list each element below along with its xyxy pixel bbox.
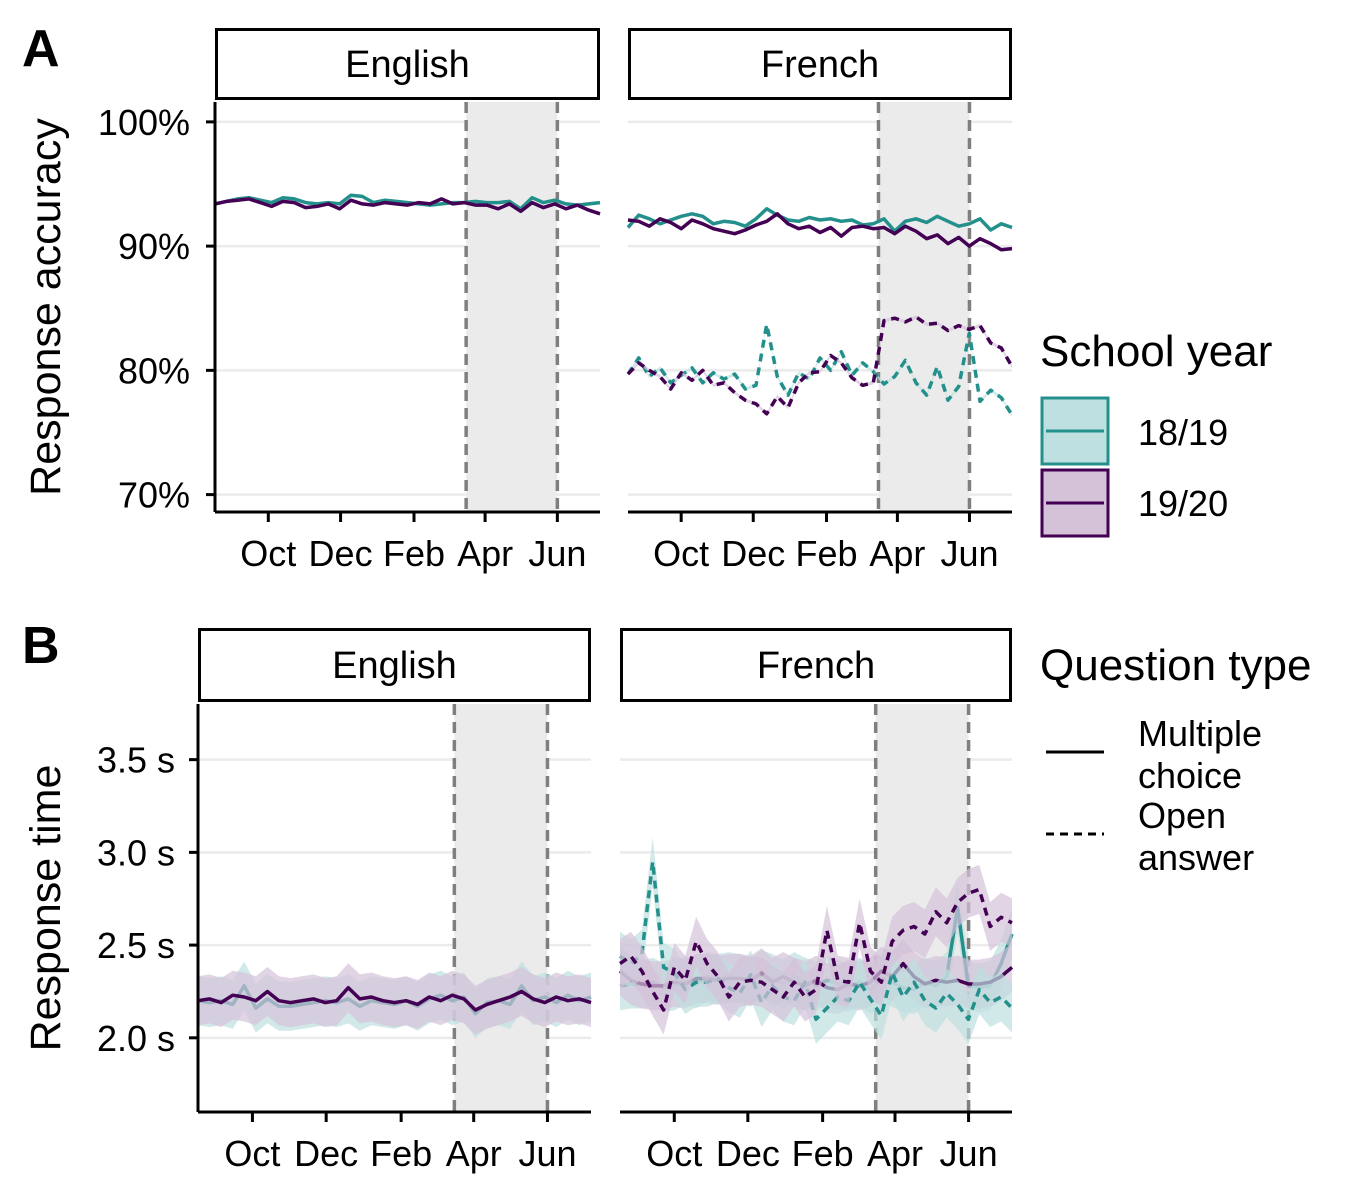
- response-time-chart: Response time 2.0 s 2.5 s 3.0 s 3.5 s English…: [22, 628, 1014, 1174]
- response_time-y-axis-title: Response time: [22, 765, 70, 1052]
- series-line-19-20-solid: [627, 212, 1013, 252]
- legend-school-year: School year 18/19 19/20: [1040, 327, 1272, 538]
- ribbon-19-20-solid: [198, 963, 591, 1035]
- facet-strip-label: English: [345, 44, 470, 86]
- legend-label-19-20: 19/20: [1138, 483, 1228, 524]
- accuracy-y-tick-label: 70%: [118, 475, 190, 516]
- x-tick-label: Feb: [795, 533, 857, 574]
- facet-strip: [628, 28, 1012, 100]
- legend-school-year-title: School year: [1040, 327, 1272, 376]
- legend-label-multiple-choice-line2: choice: [1138, 755, 1242, 796]
- series-line-18-19-solid: [626, 207, 1013, 233]
- x-tick-label: Apr: [867, 1133, 923, 1174]
- legend-label-open-answer-line2: answer: [1138, 837, 1254, 878]
- accuracy-y-tick-label: 90%: [118, 226, 190, 267]
- legend-label-multiple-choice-line1: Multiple: [1138, 713, 1262, 754]
- legend-question-type: Question type Multiple choice Open answe…: [1040, 641, 1312, 878]
- response_time-y-tick-label: 3.0 s: [97, 832, 175, 873]
- response_time-y-tick-label: 3.5 s: [97, 740, 175, 781]
- accuracy-y-tick-label: 80%: [118, 350, 190, 391]
- facet-strip: [620, 628, 1012, 702]
- x-tick-label: Jun: [518, 1133, 576, 1174]
- response_time-facet-english: English Oct Dec Feb Apr Jun: [189, 628, 592, 1174]
- facet-strip-label: English: [332, 645, 457, 687]
- x-tick-label: Feb: [370, 1133, 432, 1174]
- series-line-19-20-dashed: [619, 887, 1013, 1012]
- x-tick-label: Jun: [940, 1133, 998, 1174]
- x-tick-label: Apr: [457, 533, 513, 574]
- series-line-18-19-solid: [214, 193, 601, 211]
- accuracy-facet-english: English Oct Dec Feb Apr Jun: [206, 28, 601, 574]
- x-tick-label: Oct: [224, 1133, 280, 1174]
- x-tick-label: Dec: [721, 533, 785, 574]
- x-tick-label: Oct: [240, 533, 296, 574]
- legend-label-open-answer-line1: Open: [1138, 795, 1226, 836]
- x-tick-label: Oct: [646, 1133, 702, 1174]
- x-tick-label: Apr: [869, 533, 925, 574]
- x-tick-label: Jun: [940, 533, 998, 574]
- panel-letter-b: B: [22, 617, 60, 675]
- response_time-facet-french: French Oct Dec Feb Apr Jun: [618, 628, 1014, 1174]
- facet-strip: [215, 28, 600, 100]
- facet-strip-label: French: [761, 44, 879, 86]
- facet-strip-label: French: [757, 645, 875, 687]
- accuracy-y-axis-title: Response accuracy: [22, 118, 70, 496]
- accuracy-y-tick-label: 100%: [98, 102, 190, 143]
- ribbon-19-20-dashed: [620, 865, 1012, 1035]
- response_time-y-tick-label: 2.5 s: [97, 925, 175, 966]
- x-tick-label: Dec: [294, 1133, 358, 1174]
- x-tick-label: Dec: [309, 533, 373, 574]
- series-line-19-20-solid: [214, 197, 601, 216]
- series-line-19-20-dashed: [626, 315, 1014, 416]
- panel-letter-a: A: [22, 20, 60, 78]
- legend-key-18-19: [1040, 396, 1110, 466]
- x-tick-label: Dec: [716, 1133, 780, 1174]
- accuracy-chart: Response accuracy 70% 80% 90% 100% English Oct…: [22, 28, 1014, 574]
- x-tick-label: Apr: [446, 1133, 502, 1174]
- facet-strip: [198, 628, 591, 702]
- response_time-y-tick-label: 2.0 s: [97, 1018, 175, 1059]
- series-line-18-19-dashed: [626, 322, 1014, 417]
- shaded-period: [454, 704, 548, 1112]
- x-tick-label: Feb: [383, 533, 445, 574]
- legend-label-18-19: 18/19: [1138, 412, 1228, 453]
- x-tick-label: Oct: [653, 533, 709, 574]
- x-tick-label: Jun: [528, 533, 586, 574]
- shaded-period: [466, 102, 558, 512]
- accuracy-facet-french: French Oct Dec Feb Apr Jun: [626, 28, 1014, 574]
- shaded-period: [878, 102, 970, 512]
- legend-question-type-title: Question type: [1040, 641, 1312, 690]
- series-line-19-20-solid: [197, 985, 592, 1012]
- x-tick-label: Feb: [792, 1133, 854, 1174]
- legend-key-19-20: [1040, 468, 1110, 538]
